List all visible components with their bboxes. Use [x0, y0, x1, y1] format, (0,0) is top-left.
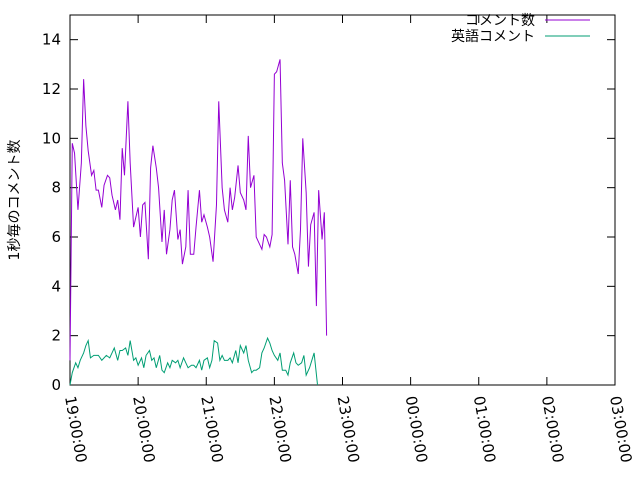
y-tick-label: 12 [42, 80, 61, 98]
y-axis-label: 1秒毎のコメント数 [7, 140, 23, 261]
y-tick-label: 6 [51, 228, 61, 246]
x-tick-label: 02:00:00 [538, 395, 567, 464]
y-tick-label: 2 [51, 327, 61, 345]
plot-area-frame [69, 14, 616, 386]
series-line-1 [69, 336, 319, 386]
x-tick-label: 01:00:00 [470, 395, 499, 464]
series-line-0 [69, 59, 328, 361]
x-tick-label: 20:00:00 [129, 395, 158, 464]
y-tick-label: 14 [42, 31, 61, 49]
legend-label-1: 英語コメント [451, 28, 535, 45]
x-tick-label: 19:00:00 [61, 395, 90, 464]
x-tick-label: 21:00:00 [197, 395, 226, 464]
x-tick-label: 23:00:00 [334, 395, 363, 464]
x-tick-label: 22:00:00 [265, 395, 294, 464]
series-layer [69, 59, 328, 386]
legend-label-0: コメント数 [465, 13, 535, 29]
y-tick-label: 8 [51, 179, 61, 197]
x-tick-label: 03:00:00 [606, 395, 635, 464]
y-tick-label: 4 [51, 277, 61, 295]
y-tick-label: 10 [42, 129, 61, 147]
x-tick-label: 00:00:00 [402, 395, 431, 464]
y-axis: 0 2 4 6 8 10 12 14 [42, 31, 615, 394]
y-tick-label: 0 [51, 376, 61, 394]
